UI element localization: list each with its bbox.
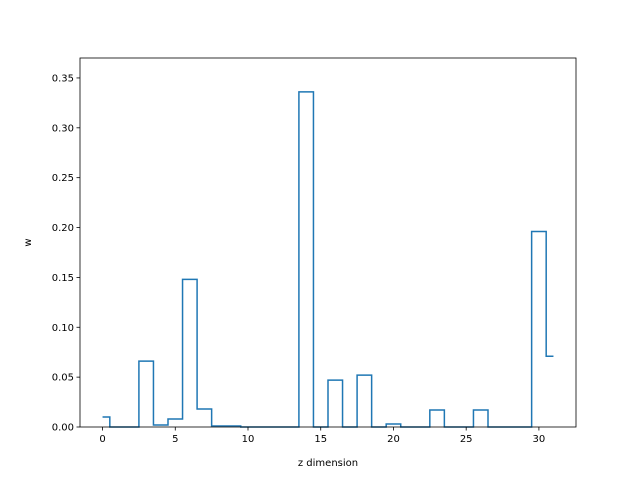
x-tick-label: 5	[172, 434, 178, 445]
x-tick-label: 10	[242, 434, 255, 445]
y-axis-label: w	[23, 238, 34, 246]
x-tick-label: 20	[387, 434, 400, 445]
series-line	[102, 91, 554, 428]
y-tick-label: 0.05	[52, 373, 74, 384]
y-tick-label: 0.25	[52, 173, 74, 184]
x-tick-label: 25	[460, 434, 473, 445]
y-tick-label: 0.10	[52, 323, 74, 334]
x-axis-label: z dimension	[298, 458, 358, 469]
axes: 0 5 10 15 20 25 30 0.00 0.05 0.10 0.15 0.20 0.25 0.30…	[52, 57, 577, 445]
axes-frame	[79, 57, 577, 428]
x-tick-label: 30	[533, 434, 546, 445]
x-tick-label: 0	[99, 434, 105, 445]
y-tick-label: 0.20	[52, 223, 74, 234]
plot-area	[102, 91, 554, 428]
y-tick-label: 0.30	[52, 123, 74, 134]
y-tick-label: 0.00	[52, 423, 74, 434]
x-tick-label: 15	[314, 434, 327, 445]
y-tick-label: 0.15	[52, 273, 74, 284]
y-tick-label: 0.35	[52, 73, 74, 84]
